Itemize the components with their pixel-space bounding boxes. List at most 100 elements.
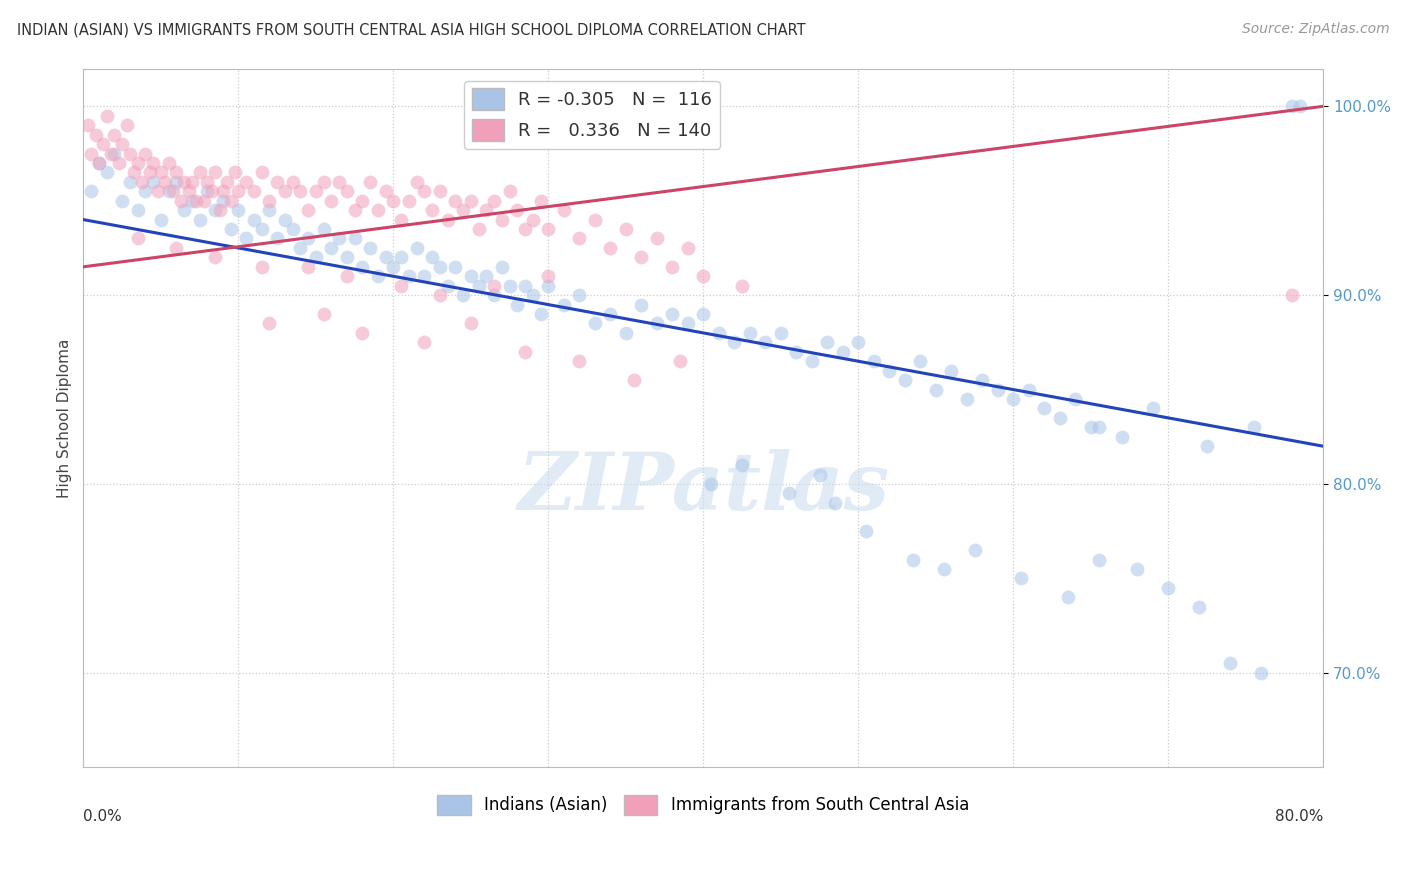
Point	[124, 165, 146, 179]
Point	[599, 241, 621, 255]
Point	[513, 344, 536, 359]
Point	[956, 392, 979, 406]
Point	[165, 165, 187, 179]
Point	[180, 175, 202, 189]
Point	[204, 165, 226, 179]
Point	[149, 165, 172, 179]
Point	[259, 203, 281, 218]
Point	[127, 156, 149, 170]
Point	[661, 307, 683, 321]
Point	[382, 194, 405, 208]
Point	[281, 175, 304, 189]
Point	[910, 354, 932, 368]
Point	[352, 194, 374, 208]
Point	[134, 146, 156, 161]
Point	[529, 307, 551, 321]
Point	[224, 165, 246, 179]
Point	[177, 184, 200, 198]
Point	[444, 194, 467, 208]
Point	[436, 212, 458, 227]
Point	[815, 335, 838, 350]
Point	[1018, 383, 1040, 397]
Point	[173, 175, 195, 189]
Point	[932, 562, 955, 576]
Point	[467, 278, 489, 293]
Text: 0.0%: 0.0%	[83, 809, 122, 824]
Point	[108, 156, 131, 170]
Point	[162, 184, 184, 198]
Point	[1087, 420, 1109, 434]
Point	[1064, 392, 1087, 406]
Point	[374, 251, 396, 265]
Point	[1002, 392, 1025, 406]
Point	[420, 203, 443, 218]
Point	[398, 269, 420, 284]
Point	[290, 184, 312, 198]
Point	[941, 364, 963, 378]
Point	[100, 146, 122, 161]
Point	[312, 307, 335, 321]
Point	[93, 137, 115, 152]
Point	[692, 269, 714, 284]
Point	[297, 260, 319, 274]
Point	[235, 175, 257, 189]
Point	[328, 231, 350, 245]
Point	[336, 251, 359, 265]
Point	[568, 231, 591, 245]
Point	[723, 335, 745, 350]
Point	[444, 260, 467, 274]
Point	[522, 288, 544, 302]
Point	[1010, 571, 1032, 585]
Point	[413, 184, 436, 198]
Point	[420, 251, 443, 265]
Point	[707, 326, 730, 340]
Point	[235, 231, 257, 245]
Point	[405, 175, 427, 189]
Point	[243, 184, 266, 198]
Point	[305, 184, 328, 198]
Point	[139, 165, 162, 179]
Point	[522, 212, 544, 227]
Point	[894, 373, 917, 387]
Point	[389, 251, 412, 265]
Point	[173, 203, 195, 218]
Point	[297, 203, 319, 218]
Point	[537, 222, 560, 236]
Point	[274, 184, 297, 198]
Point	[195, 184, 218, 198]
Legend: Indians (Asian), Immigrants from South Central Asia: Indians (Asian), Immigrants from South C…	[430, 789, 976, 822]
Point	[537, 278, 560, 293]
Point	[250, 165, 273, 179]
Point	[201, 184, 224, 198]
Point	[513, 278, 536, 293]
Point	[769, 326, 792, 340]
Point	[103, 146, 125, 161]
Point	[700, 477, 723, 491]
Point	[553, 297, 575, 311]
Point	[382, 260, 405, 274]
Point	[1049, 410, 1071, 425]
Point	[498, 184, 520, 198]
Point	[219, 194, 242, 208]
Point	[754, 335, 776, 350]
Point	[669, 354, 692, 368]
Point	[877, 364, 900, 378]
Point	[188, 165, 211, 179]
Point	[170, 194, 193, 208]
Point	[1281, 99, 1303, 113]
Point	[96, 165, 118, 179]
Point	[460, 269, 482, 284]
Point	[290, 241, 312, 255]
Point	[211, 194, 233, 208]
Point	[367, 269, 389, 284]
Point	[1126, 562, 1149, 576]
Point	[389, 278, 412, 293]
Point	[405, 241, 427, 255]
Point	[436, 278, 458, 293]
Point	[87, 156, 110, 170]
Point	[1087, 552, 1109, 566]
Point	[217, 175, 239, 189]
Point	[77, 118, 100, 132]
Point	[491, 260, 513, 274]
Point	[676, 241, 699, 255]
